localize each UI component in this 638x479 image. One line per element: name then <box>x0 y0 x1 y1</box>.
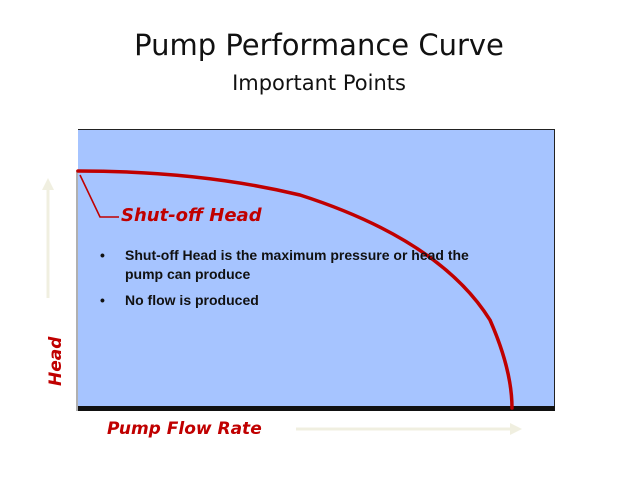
shutoff-pointer <box>79 174 119 218</box>
bullet-item: Shut-off Head is the maximum pressure or… <box>100 246 480 284</box>
slide-title: Pump Performance Curve <box>134 28 504 62</box>
slide-subtitle: Important Points <box>232 71 406 95</box>
head-axis-arrow <box>42 178 54 298</box>
flow-axis-label: Pump Flow Rate <box>107 419 262 439</box>
shutoff-head-label: Shut-off Head <box>121 205 262 226</box>
head-axis-label: Head <box>46 336 66 386</box>
flow-axis-baseline <box>78 406 555 411</box>
plot-left-edge <box>76 170 78 411</box>
pump-curve <box>76 169 514 410</box>
bullet-item: No flow is produced <box>100 291 480 310</box>
flow-axis-arrow <box>296 423 522 435</box>
bullet-list: Shut-off Head is the maximum pressure or… <box>100 246 480 317</box>
